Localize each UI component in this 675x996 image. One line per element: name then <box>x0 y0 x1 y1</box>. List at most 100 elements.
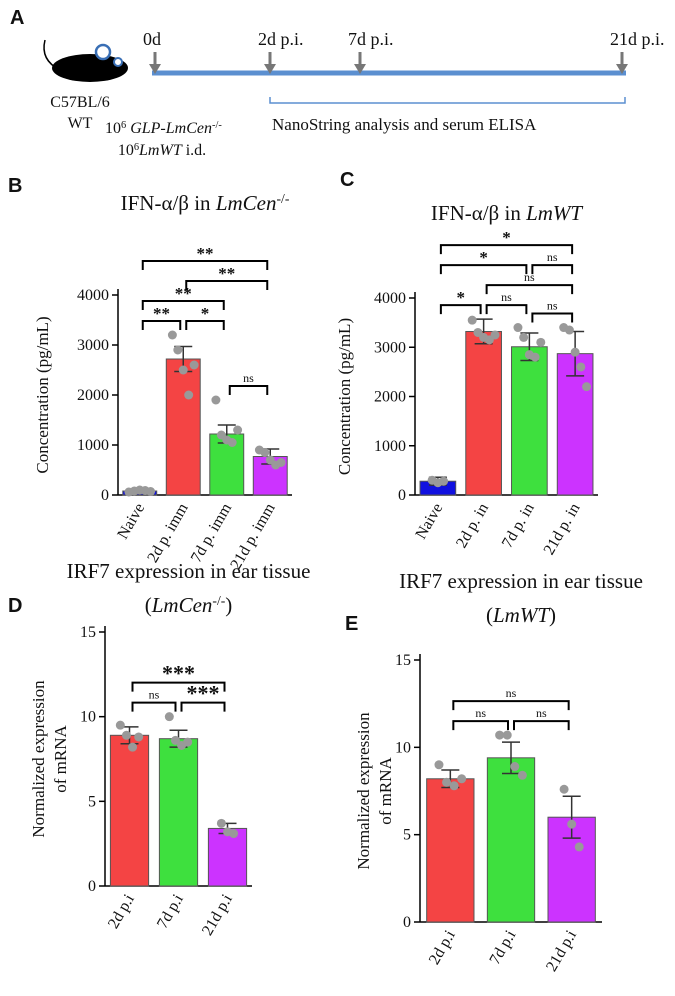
text-part: GLP-LmCen <box>130 120 212 137</box>
text-part: 10 <box>105 120 121 137</box>
data-point <box>229 829 239 839</box>
time-arrow-head <box>149 64 161 74</box>
y-axis-label: of mRNA <box>376 757 395 825</box>
data-point <box>439 476 449 486</box>
significance-bracket <box>439 304 482 315</box>
text-part: 6 <box>134 142 139 153</box>
text-part: 6 <box>121 120 126 131</box>
panel-label: B <box>8 175 22 197</box>
significance-label: ns <box>536 706 547 720</box>
panel-label: A <box>10 7 24 29</box>
chart-title: IFN-α/β in LmWT <box>431 201 584 225</box>
significance-label: ns <box>547 250 558 264</box>
data-point <box>227 438 237 447</box>
y-tick-label: 4000 <box>77 287 109 304</box>
significance-label: ns <box>524 270 535 284</box>
data-point <box>170 735 180 745</box>
text-part: IFN-α/β in <box>431 201 526 225</box>
data-point <box>502 730 512 740</box>
x-tick-label: 2d p.i <box>426 927 459 968</box>
data-point <box>530 352 540 362</box>
significance-label: ** <box>175 284 192 303</box>
data-point <box>128 742 138 752</box>
data-point <box>233 425 243 435</box>
significance-label: ** <box>218 264 235 283</box>
x-tick-label: 2d p. imm <box>144 500 192 566</box>
y-tick-label: 2000 <box>77 387 109 404</box>
time-label: 7d p.i. <box>348 29 394 49</box>
y-tick-label: 1000 <box>77 437 109 454</box>
text-part: -/- <box>277 191 290 206</box>
y-axis-label: Normalized expression <box>29 680 48 838</box>
x-tick-label: 2d p.i <box>105 891 138 932</box>
y-tick-label: 1000 <box>374 438 406 455</box>
significance-bracket <box>439 244 574 255</box>
bar <box>165 358 201 496</box>
data-point <box>178 365 188 375</box>
strain: C57BL/6 <box>50 94 110 111</box>
data-point <box>146 487 156 496</box>
time-arrow-head <box>616 64 628 74</box>
data-point <box>536 337 546 347</box>
y-tick-label: 2000 <box>374 389 406 406</box>
data-point <box>134 732 144 742</box>
significance-label: ns <box>547 299 558 313</box>
text-part: -/- <box>212 120 222 131</box>
significance-label: ns <box>506 686 517 700</box>
significance-bracket <box>185 320 225 330</box>
data-point <box>276 458 286 467</box>
chart-title: IRF7 expression in ear tissue <box>399 569 643 593</box>
data-point <box>121 730 131 740</box>
y-tick-label: 4000 <box>374 290 406 307</box>
text-part: LmWT <box>525 201 583 225</box>
significance-bracket <box>531 264 574 275</box>
x-tick-label: Naive <box>413 501 447 543</box>
data-point <box>211 395 221 405</box>
data-point <box>260 448 270 457</box>
data-point <box>449 781 459 791</box>
significance-bracket <box>180 701 226 712</box>
text-part: -/- <box>212 593 225 608</box>
significance-bracket <box>452 700 570 711</box>
data-point <box>564 325 574 335</box>
y-tick-label: 10 <box>80 709 96 726</box>
time-label: 0d <box>143 29 161 49</box>
y-tick-label: 10 <box>395 739 411 756</box>
significance-label: * <box>502 228 511 247</box>
significance-bracket <box>141 300 225 310</box>
data-point <box>467 315 477 325</box>
time-label: 21d p.i. <box>610 29 665 49</box>
text-part: LmCen <box>151 593 213 617</box>
chart-title: (LmCen-/-) <box>145 593 233 618</box>
x-tick-label: 21d p.i <box>199 891 236 938</box>
bar <box>207 827 248 887</box>
significance-label: *** <box>187 681 220 706</box>
significance-label: * <box>457 288 466 307</box>
data-point <box>570 347 580 357</box>
bar <box>556 353 594 496</box>
text-part: LmCen <box>215 191 277 215</box>
y-tick-label: 3000 <box>374 339 406 356</box>
text-part: LmWT <box>138 142 183 159</box>
error-bar <box>562 795 581 839</box>
y-tick-label: 0 <box>398 487 406 504</box>
strain: WT <box>68 115 93 132</box>
y-axis-label: Concentration (pg/mL) <box>335 318 354 475</box>
significance-label: ns <box>243 371 254 385</box>
text-part: IRF7 expression in ear tissue <box>67 559 311 583</box>
x-tick-label: 21d p. in <box>541 501 584 558</box>
y-tick-label: 5 <box>403 827 411 844</box>
panel-label: C <box>340 169 354 191</box>
y-axis-label: Concentration (pg/mL) <box>33 316 52 473</box>
x-tick-label: 7d p. in <box>499 501 538 551</box>
text-part: ) <box>549 603 556 627</box>
chart-title: (LmWT) <box>486 603 556 627</box>
panel-label: D <box>8 595 22 617</box>
time-arrow-head <box>264 64 276 74</box>
text-part: ( <box>486 603 493 627</box>
data-point <box>442 777 452 787</box>
data-point <box>576 362 586 372</box>
data-point <box>519 332 529 342</box>
significance-bracket <box>141 260 269 270</box>
